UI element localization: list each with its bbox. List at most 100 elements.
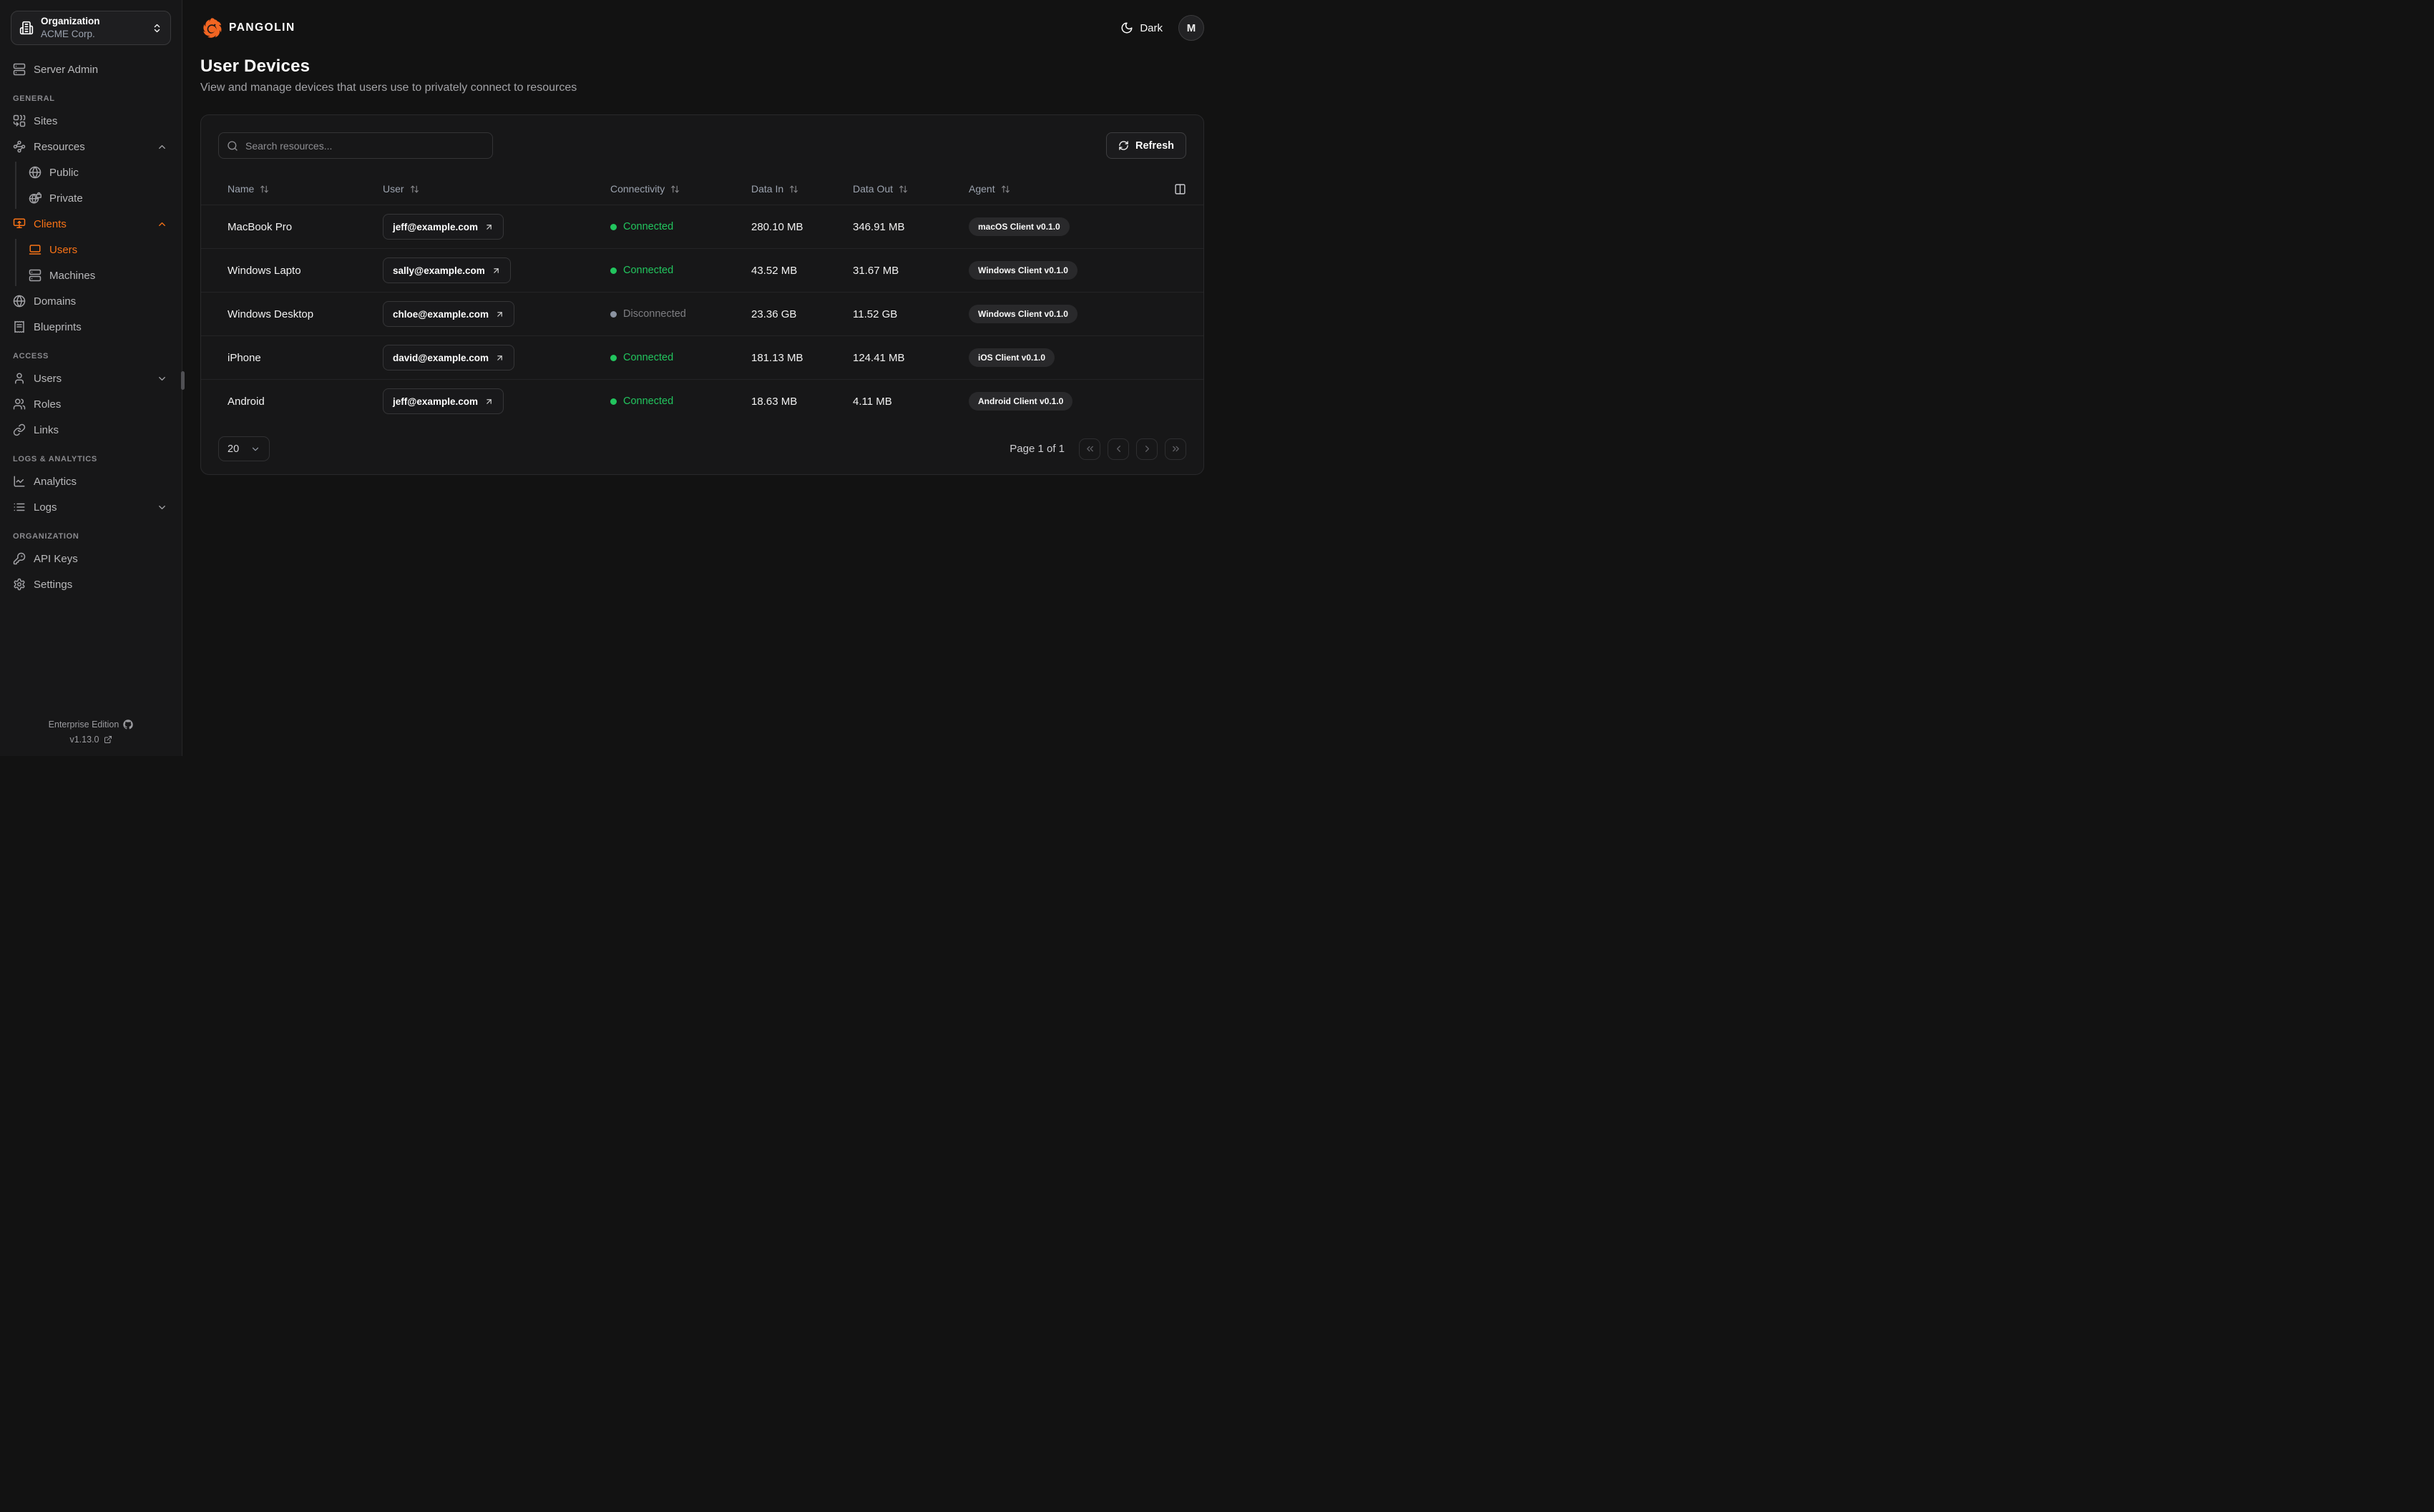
sidebar-item-private[interactable]: Private — [0, 185, 182, 211]
column-header-connectivity[interactable]: Connectivity — [610, 183, 751, 195]
enterprise-edition-link[interactable]: Enterprise Edition — [48, 720, 119, 730]
user-link-button[interactable]: sally@example.com — [383, 257, 511, 283]
sidebar-item-resources[interactable]: Resources — [0, 134, 182, 159]
user-link-button[interactable]: chloe@example.com — [383, 301, 514, 327]
data-out-value: 346.91 MB — [853, 220, 905, 233]
sidebar-item-api-keys[interactable]: API Keys — [0, 546, 182, 571]
organization-text: Organization ACME Corp. — [41, 15, 145, 40]
status-dot — [610, 310, 617, 318]
sidebar-resize-handle[interactable] — [181, 371, 185, 390]
card-toolbar: Refresh — [201, 132, 1203, 159]
brand-logo[interactable]: PANGOLIN — [200, 17, 295, 39]
sidebar-item-public[interactable]: Public — [0, 159, 182, 185]
chevron-down-icon — [157, 502, 167, 513]
user-link-button[interactable]: jeff@example.com — [383, 388, 504, 414]
sidebar-item-roles[interactable]: Roles — [0, 391, 182, 417]
status-label: Connected — [623, 265, 674, 276]
sort-icon — [260, 185, 269, 194]
page-size-select[interactable]: 20 — [218, 436, 270, 461]
data-in-value: 18.63 MB — [751, 395, 798, 408]
data-in-value: 23.36 GB — [751, 308, 797, 320]
arrow-up-right-icon — [495, 353, 504, 363]
search-input[interactable] — [218, 132, 493, 159]
avatar-initial: M — [1186, 21, 1196, 34]
sidebar-item-logs[interactable]: Logs — [0, 494, 182, 520]
sidebar-item-label: Users — [34, 372, 62, 385]
connectivity-status: Connected — [610, 265, 751, 276]
sidebar-item-label: Domains — [34, 295, 77, 308]
table-row: MacBook Pro jeff@example.com Connected 280.… — [201, 205, 1203, 248]
chart-line-icon — [13, 475, 26, 488]
organization-label: Organization — [41, 16, 100, 27]
user-link-button[interactable]: jeff@example.com — [383, 214, 504, 240]
data-in-value: 181.13 MB — [751, 351, 803, 364]
sidebar-item-machines[interactable]: Machines — [0, 262, 182, 288]
agent-badge: Android Client v0.1.0 — [969, 392, 1073, 411]
sidebar-item-users[interactable]: Users — [0, 365, 182, 391]
users-icon — [13, 398, 26, 411]
key-icon — [13, 552, 26, 565]
external-link-icon[interactable] — [104, 735, 112, 744]
sidebar-item-label: Analytics — [34, 475, 77, 488]
column-header-user[interactable]: User — [383, 183, 610, 195]
devices-card: Refresh Name User Connectivity Data In Data … — [200, 114, 1204, 475]
sidebar-item-analytics[interactable]: Analytics — [0, 468, 182, 494]
sort-icon — [789, 185, 798, 194]
user-email: jeff@example.com — [393, 396, 478, 407]
page-head: User Devices View and manage devices tha… — [200, 57, 1204, 94]
sidebar-item-label: Public — [49, 166, 79, 179]
first-page-button[interactable] — [1079, 438, 1100, 460]
avatar[interactable]: M — [1178, 15, 1204, 41]
main-content: PANGOLIN Dark M User Devices View and ma… — [182, 0, 1217, 756]
sidebar-item-sites[interactable]: Sites — [0, 108, 182, 134]
sidebar-item-settings[interactable]: Settings — [0, 571, 182, 597]
card-footer: 20 Page 1 of 1 — [201, 436, 1203, 461]
column-header-data-out[interactable]: Data Out — [853, 183, 969, 195]
refresh-button[interactable]: Refresh — [1106, 132, 1186, 159]
data-out-value: 4.11 MB — [853, 395, 892, 408]
user-link-button[interactable]: david@example.com — [383, 345, 514, 370]
data-out-value: 31.67 MB — [853, 264, 899, 277]
building-icon — [19, 21, 34, 35]
connectivity-status: Connected — [610, 352, 751, 363]
column-header-agent[interactable]: Agent — [969, 183, 1165, 195]
sidebar-item-domains[interactable]: Domains — [0, 288, 182, 314]
device-name: MacBook Pro — [228, 220, 293, 233]
sidebar-item-clients[interactable]: Clients — [0, 211, 182, 237]
sidebar-item-label: Server Admin — [34, 63, 99, 76]
chevron-right-icon — [1142, 443, 1153, 454]
status-dot — [610, 223, 617, 230]
top-actions: Dark M — [1120, 15, 1204, 41]
columns-icon — [1174, 183, 1186, 195]
column-header-name[interactable]: Name — [228, 183, 383, 195]
sidebar-section-title: ACCESS — [13, 352, 49, 360]
user-cell: jeff@example.com — [383, 388, 610, 414]
refresh-icon — [1118, 140, 1129, 151]
brand-name: PANGOLIN — [229, 21, 295, 34]
search-wrap — [218, 132, 493, 159]
sidebar-item-blueprints[interactable]: Blueprints — [0, 314, 182, 340]
sidebar-item-server-admin[interactable]: Server Admin — [0, 57, 182, 82]
sidebar-item-label: Roles — [34, 398, 62, 411]
table-row: iPhone david@example.com Connected 181.13 M… — [201, 335, 1203, 379]
theme-toggle[interactable]: Dark — [1120, 21, 1163, 34]
sidebar-item-users[interactable]: Users — [0, 237, 182, 262]
chevrons-right-icon — [1170, 443, 1181, 454]
search-icon — [227, 140, 238, 152]
next-page-button[interactable] — [1136, 438, 1158, 460]
column-label: Connectivity — [610, 183, 665, 195]
sort-icon — [899, 185, 908, 194]
receipt-icon — [13, 320, 26, 333]
status-label: Connected — [623, 221, 674, 232]
column-header-data-in[interactable]: Data In — [751, 183, 853, 195]
sidebar-item-links[interactable]: Links — [0, 417, 182, 443]
organization-selector[interactable]: Organization ACME Corp. — [11, 11, 171, 45]
sidebar-footer: Enterprise Edition v1.13.0 — [0, 720, 182, 745]
user-cell: chloe@example.com — [383, 301, 610, 327]
agent-badge: macOS Client v0.1.0 — [969, 217, 1070, 236]
previous-page-button[interactable] — [1108, 438, 1129, 460]
column-visibility-button[interactable] — [1165, 183, 1186, 195]
version-link[interactable]: v1.13.0 — [69, 735, 99, 745]
last-page-button[interactable] — [1165, 438, 1186, 460]
github-icon[interactable] — [123, 720, 134, 730]
